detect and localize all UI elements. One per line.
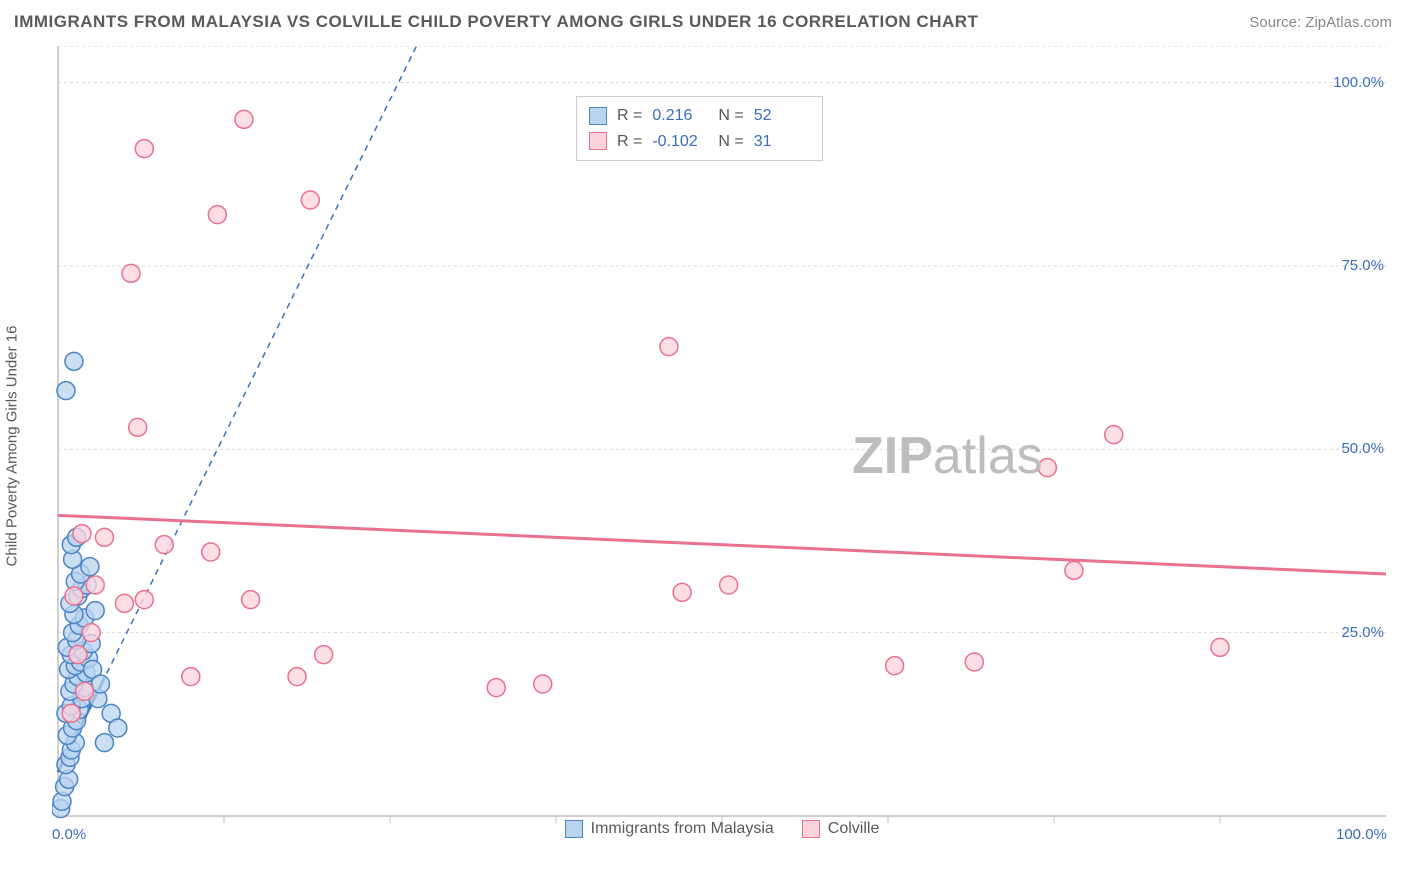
stat-value: 31 (754, 129, 810, 155)
x-tick-label: 100.0% (1336, 826, 1387, 843)
y-tick-label: 100.0% (1333, 74, 1384, 91)
stat-value: 0.216 (652, 103, 708, 129)
x-tick-label: 0.0% (52, 826, 86, 843)
source: Source: ZipAtlas.com (1249, 14, 1392, 31)
stat-label: R = (617, 103, 642, 129)
y-tick-label: 25.0% (1341, 624, 1384, 641)
stats-row: R = -0.102 N = 31 (589, 129, 810, 155)
stats-row: R = 0.216 N = 52 (589, 103, 810, 129)
x-legend: Immigrants from Malaysia Colville (52, 820, 1392, 838)
source-link[interactable]: ZipAtlas.com (1305, 14, 1392, 31)
stats-legend: R = 0.216 N = 52 R = -0.102 N = 31 (576, 96, 823, 161)
swatch-icon (802, 820, 820, 838)
title-bar: IMMIGRANTS FROM MALAYSIA VS COLVILLE CHI… (14, 12, 1392, 32)
stat-label: N = (718, 129, 743, 155)
source-label: Source: (1249, 14, 1301, 31)
scatter-plot (52, 46, 1392, 846)
legend-item: Immigrants from Malaysia (565, 820, 774, 838)
swatch-icon (589, 107, 607, 125)
chart-area: Child Poverty Among Girls Under 16 R = 0… (52, 46, 1392, 846)
stat-value: 52 (754, 103, 810, 129)
stat-value: -0.102 (652, 129, 708, 155)
chart-title: IMMIGRANTS FROM MALAYSIA VS COLVILLE CHI… (14, 12, 978, 32)
swatch-icon (589, 132, 607, 150)
legend-item: Colville (802, 820, 880, 838)
legend-label: Immigrants from Malaysia (591, 820, 774, 838)
y-axis-label: Child Poverty Among Girls Under 16 (4, 326, 21, 567)
legend-label: Colville (828, 820, 880, 838)
swatch-icon (565, 820, 583, 838)
y-tick-label: 50.0% (1341, 440, 1384, 457)
stat-label: R = (617, 129, 642, 155)
stat-label: N = (718, 103, 743, 129)
y-tick-label: 75.0% (1341, 257, 1384, 274)
